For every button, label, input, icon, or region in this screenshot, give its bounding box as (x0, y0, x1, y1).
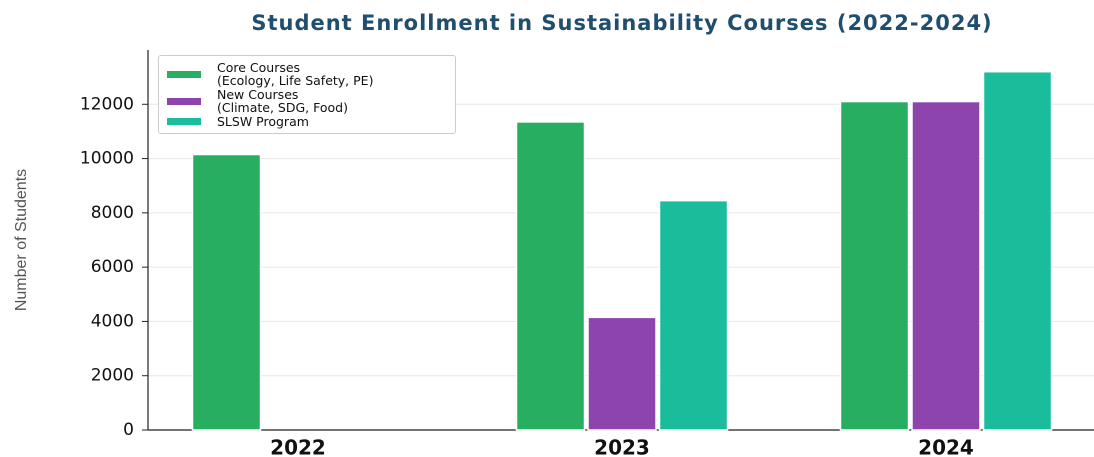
y-tick-label: 0 (123, 420, 134, 440)
bar (839, 100, 910, 431)
legend-item: New Courses (Climate, SDG, Food) (159, 88, 455, 114)
legend-label: SLSW Program (217, 114, 309, 129)
legend: Core Courses (Ecology, Life Safety, PE) N… (158, 55, 456, 134)
y-tick-label: 6000 (91, 257, 134, 277)
bar (982, 70, 1053, 431)
y-tick-label: 12000 (80, 94, 134, 114)
legend-label: New Courses (Climate, SDG, Food) (217, 87, 348, 115)
x-tick-label: 2022 (270, 436, 326, 457)
legend-item: SLSW Program (159, 115, 455, 128)
x-tick-label: 2023 (594, 436, 650, 457)
legend-item: Core Courses (Ecology, Life Safety, PE) (159, 61, 455, 87)
bar (191, 153, 262, 431)
x-tick-label: 2024 (918, 436, 974, 457)
bar (587, 316, 657, 431)
chart-title: Student Enrollment in Sustainability Cou… (251, 11, 992, 35)
y-tick-label: 2000 (91, 366, 134, 386)
legend-swatch (167, 70, 201, 78)
bar (515, 121, 586, 431)
y-tick-label: 10000 (80, 149, 134, 169)
y-tick-label: 8000 (91, 203, 134, 223)
bar (911, 100, 981, 431)
y-tick-label: 4000 (91, 311, 134, 331)
bar (658, 199, 729, 431)
legend-swatch (167, 118, 201, 125)
legend-label: Core Courses (Ecology, Life Safety, PE) (217, 60, 374, 88)
y-axis-label: Number of Students (13, 169, 30, 311)
legend-swatch (167, 97, 201, 105)
